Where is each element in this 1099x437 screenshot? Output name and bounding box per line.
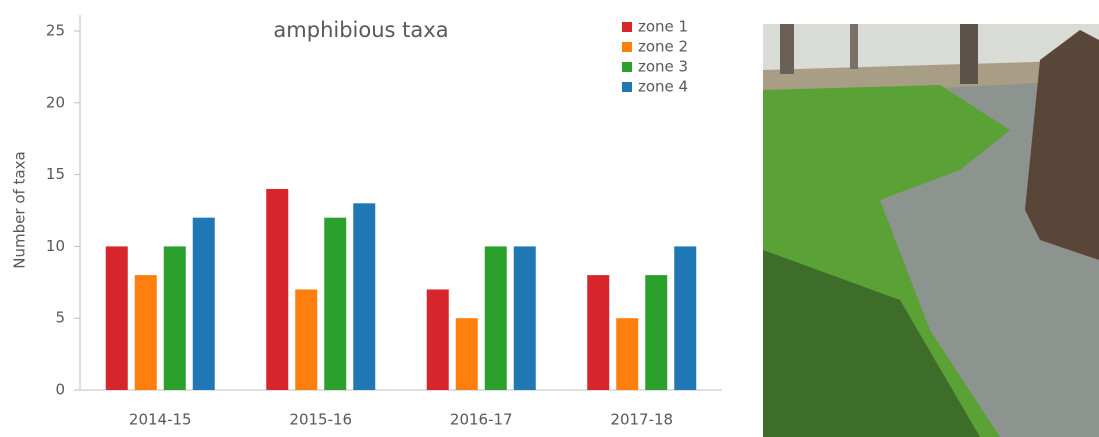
legend-label: zone 2 [638,38,688,56]
photo [763,24,1099,437]
bar [134,275,157,390]
legend-swatch [622,22,632,32]
bar [587,275,610,390]
bar [266,188,289,390]
bar [163,246,186,390]
bar [674,246,697,390]
bar [455,318,478,390]
bar [324,217,347,390]
bar [353,203,376,390]
legend-label: zone 4 [638,78,688,96]
legend-swatch [622,82,632,92]
legend-label: zone 1 [638,18,688,36]
x-tick-label: 2017-18 [610,411,673,429]
legend-swatch [622,62,632,72]
bar [426,289,449,390]
y-tick-label: 5 [55,309,65,327]
bar [105,246,128,390]
bar [616,318,639,390]
y-tick-label: 0 [55,381,65,399]
x-tick-label: 2015-16 [289,411,352,429]
bar [295,289,318,390]
bar [192,217,215,390]
x-tick-label: 2016-17 [450,411,513,429]
y-tick-label: 15 [46,165,65,183]
x-tick-label: 2014-15 [129,411,192,429]
chart-title: amphibious taxa [273,18,448,42]
y-tick-label: 25 [46,22,65,40]
legend-swatch [622,42,632,52]
legend-label: zone 3 [638,58,688,76]
y-axis-label: Number of taxa [11,151,29,268]
y-tick-label: 10 [46,237,65,255]
bar [513,246,536,390]
y-tick-label: 20 [46,93,65,111]
bar [645,275,668,390]
bar [484,246,507,390]
